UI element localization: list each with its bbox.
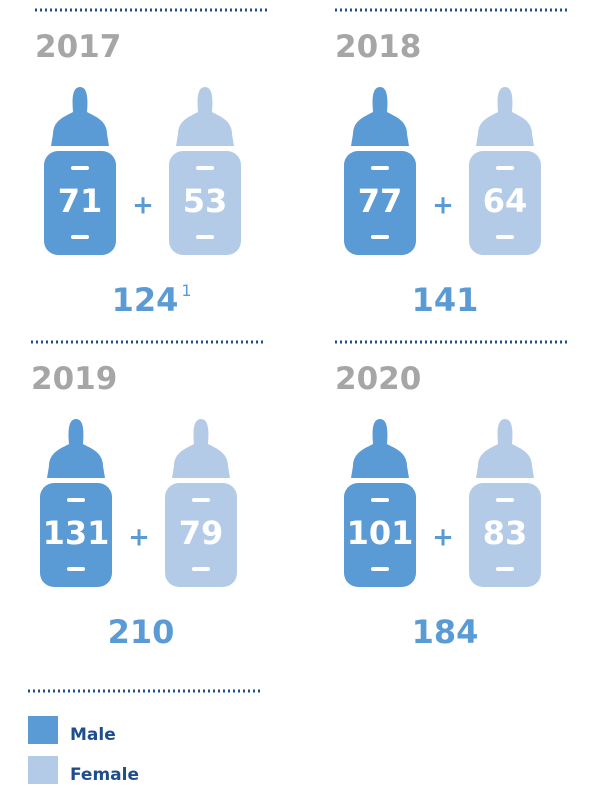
- year-panel: 2020 101 +83 184: [335, 340, 570, 651]
- year-label: 2018: [335, 29, 421, 65]
- bottle-value: 53: [183, 182, 228, 220]
- legend-label: Female: [70, 765, 139, 785]
- year-panel: 2018 77 +64 141: [335, 8, 570, 319]
- bottle-mark: [371, 235, 389, 239]
- plus-sign: +: [432, 523, 454, 553]
- bottle-value: 101: [347, 514, 414, 552]
- bottle-body: [469, 151, 541, 255]
- year-panel: 2019 131 +79 210: [31, 340, 266, 651]
- plus-sign: +: [432, 191, 454, 221]
- footnote-marker: 1: [181, 281, 191, 300]
- bottle-value: 79: [179, 514, 224, 552]
- legend-swatch: [28, 716, 58, 744]
- bottle-value: 71: [58, 182, 103, 220]
- bottle-mark: [496, 567, 514, 571]
- bottle-nipple: [476, 419, 534, 478]
- bottle-body: [40, 483, 112, 587]
- bottle-value: 131: [43, 514, 110, 552]
- legend-swatch: [28, 756, 58, 784]
- bottle-mark: [371, 567, 389, 571]
- bottle-mark: [192, 498, 210, 502]
- year-label: 2017: [35, 29, 121, 65]
- bottle-body: [165, 483, 237, 587]
- bottle-nipple: [176, 87, 234, 146]
- year-label: 2019: [31, 361, 117, 397]
- bottle-value: 83: [483, 514, 528, 552]
- bottle-mark: [196, 166, 214, 170]
- bottle-mark: [496, 166, 514, 170]
- bottle-mark: [371, 498, 389, 502]
- total-value: 124: [112, 281, 179, 319]
- bottle-mark: [496, 235, 514, 239]
- total-value: 210: [108, 613, 175, 651]
- plus-sign: +: [128, 523, 150, 553]
- bottle-body: [344, 483, 416, 587]
- bottle-mark: [196, 235, 214, 239]
- year-panel: 2017 71 +53 124 1: [35, 8, 270, 319]
- bottle-mark: [67, 498, 85, 502]
- bottle-nipple: [351, 87, 409, 146]
- bottle-value: 64: [483, 182, 528, 220]
- bottle-mark: [71, 235, 89, 239]
- total-value: 141: [412, 281, 479, 319]
- year-label: 2020: [335, 361, 421, 397]
- bottle-nipple: [351, 419, 409, 478]
- bottle-mark: [371, 166, 389, 170]
- bottle-mark: [496, 498, 514, 502]
- bottle-mark: [67, 567, 85, 571]
- bottle-body: [344, 151, 416, 255]
- bottle-body: [169, 151, 241, 255]
- total-value: 184: [412, 613, 479, 651]
- bottle-body: [469, 483, 541, 587]
- bottle-mark: [71, 166, 89, 170]
- bottle-body: [44, 151, 116, 255]
- bottle-value: 77: [358, 182, 403, 220]
- bottle-nipple: [172, 419, 230, 478]
- bottle-nipple: [47, 419, 105, 478]
- bottle-nipple: [51, 87, 109, 146]
- plus-sign: +: [132, 191, 154, 221]
- bottle-mark: [192, 567, 210, 571]
- bottle-nipple: [476, 87, 534, 146]
- legend-label: Male: [70, 725, 116, 745]
